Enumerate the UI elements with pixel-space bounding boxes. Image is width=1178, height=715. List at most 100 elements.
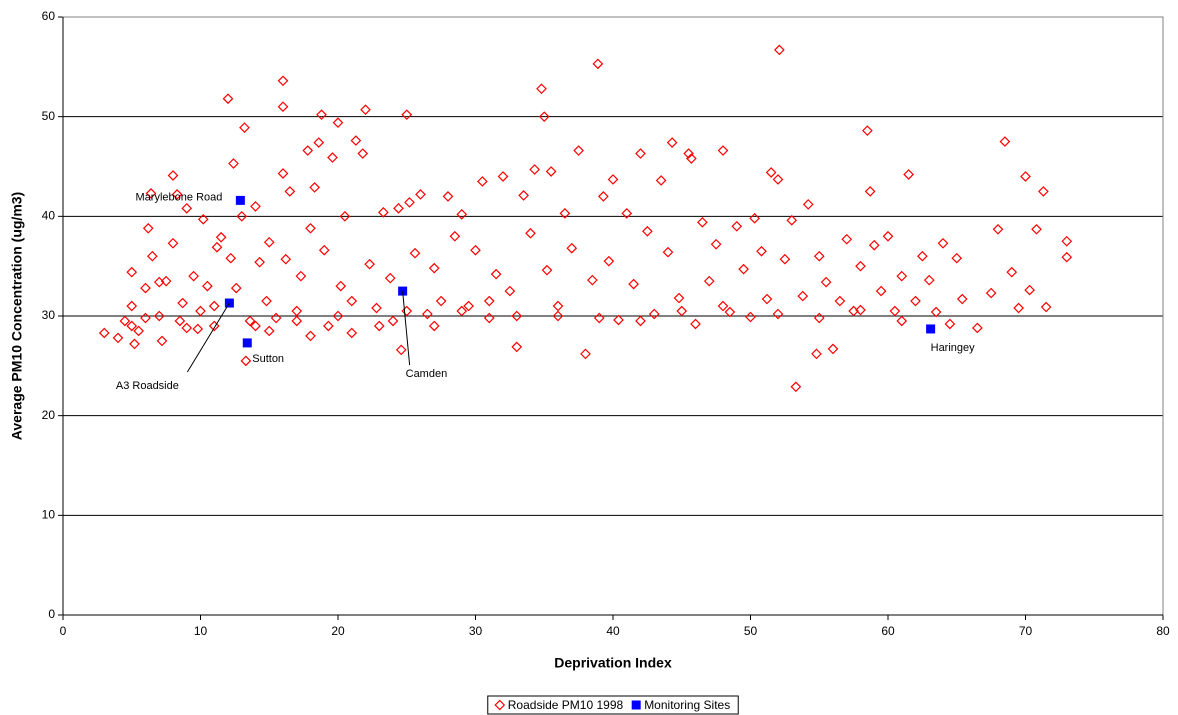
marker: [422, 308, 433, 320]
marker: [497, 171, 509, 182]
marker: [477, 176, 488, 187]
marker: [428, 320, 440, 332]
marker: [538, 111, 550, 123]
legend-marker: [631, 700, 641, 710]
marker: [717, 145, 729, 156]
marker: [277, 101, 289, 113]
marker: [346, 327, 358, 339]
marker: [250, 201, 261, 212]
marker: [192, 323, 204, 335]
x-tick-label: 0: [60, 624, 67, 638]
marker: [261, 295, 272, 307]
marker: [635, 148, 646, 159]
marker: [545, 166, 557, 177]
legend-marker: [494, 699, 506, 711]
marker: [404, 197, 415, 208]
marker: [167, 237, 179, 249]
marker: [592, 58, 604, 70]
marker: [811, 348, 822, 360]
marker: [868, 239, 880, 251]
marker: [415, 189, 426, 200]
legend-box: [487, 695, 739, 715]
marker: [992, 223, 1004, 235]
marker: [211, 241, 223, 253]
marker: [889, 305, 901, 317]
marker: [518, 190, 529, 201]
marker: [536, 83, 547, 95]
marker: [1040, 301, 1052, 313]
marker: [263, 325, 275, 337]
marker: [160, 275, 172, 287]
marker: [250, 320, 261, 332]
marker: [603, 255, 615, 267]
x-tick-label: 50: [744, 624, 758, 638]
marker: [1061, 235, 1073, 247]
marker: [504, 285, 516, 297]
x-tick-label: 10: [194, 624, 208, 638]
y-tick-label: 40: [42, 209, 56, 223]
marker: [703, 275, 715, 287]
marker: [305, 222, 316, 234]
y-tick-label: 30: [42, 308, 56, 322]
marker: [449, 230, 461, 242]
marker: [435, 295, 447, 307]
marker: [951, 252, 963, 264]
marker: [676, 305, 688, 317]
x-tick-label: 30: [469, 624, 483, 638]
marker: [133, 325, 144, 337]
marker: [690, 318, 701, 330]
marker: [621, 207, 633, 219]
marker: [697, 216, 708, 228]
point-label: Marylebone Road: [136, 191, 223, 203]
marker: [313, 137, 325, 148]
marker: [318, 244, 330, 256]
marker: [774, 44, 785, 56]
marker: [126, 300, 138, 312]
y-tick-label: 10: [42, 508, 56, 522]
marker: [607, 174, 619, 185]
marker: [580, 348, 591, 360]
marker: [463, 300, 474, 312]
marker: [559, 207, 571, 219]
marker: [573, 145, 584, 156]
marker: [284, 186, 296, 197]
marker: [552, 310, 564, 322]
marker: [926, 324, 936, 334]
marker: [442, 191, 454, 202]
y-axis-title: Average PM10 Concentration (ug/m3): [9, 192, 25, 440]
marker: [188, 270, 199, 282]
marker: [339, 210, 351, 222]
marker: [613, 314, 624, 326]
marker: [717, 300, 729, 312]
marker: [813, 312, 825, 324]
marker: [378, 206, 389, 218]
marker: [156, 335, 168, 347]
marker: [490, 268, 502, 280]
marker: [511, 310, 523, 322]
marker: [972, 322, 983, 334]
point-label: A3 Roadside: [116, 380, 179, 392]
marker: [401, 109, 413, 121]
marker: [834, 295, 846, 307]
leader-line: [186, 302, 230, 373]
marker: [225, 252, 237, 264]
marker: [541, 264, 553, 276]
marker: [456, 305, 468, 317]
marker: [525, 227, 536, 239]
marker: [937, 237, 949, 249]
marker: [903, 169, 914, 180]
marker: [335, 280, 347, 292]
marker: [956, 293, 968, 305]
marker: [862, 125, 873, 136]
marker: [112, 332, 124, 344]
marker: [738, 263, 749, 275]
marker: [917, 250, 928, 262]
marker: [140, 312, 151, 324]
marker: [642, 225, 653, 237]
marker: [364, 258, 375, 270]
marker: [1038, 186, 1049, 197]
marker: [683, 148, 694, 159]
point-label: Camden: [406, 368, 448, 380]
marker: [470, 244, 481, 256]
marker: [745, 311, 756, 323]
